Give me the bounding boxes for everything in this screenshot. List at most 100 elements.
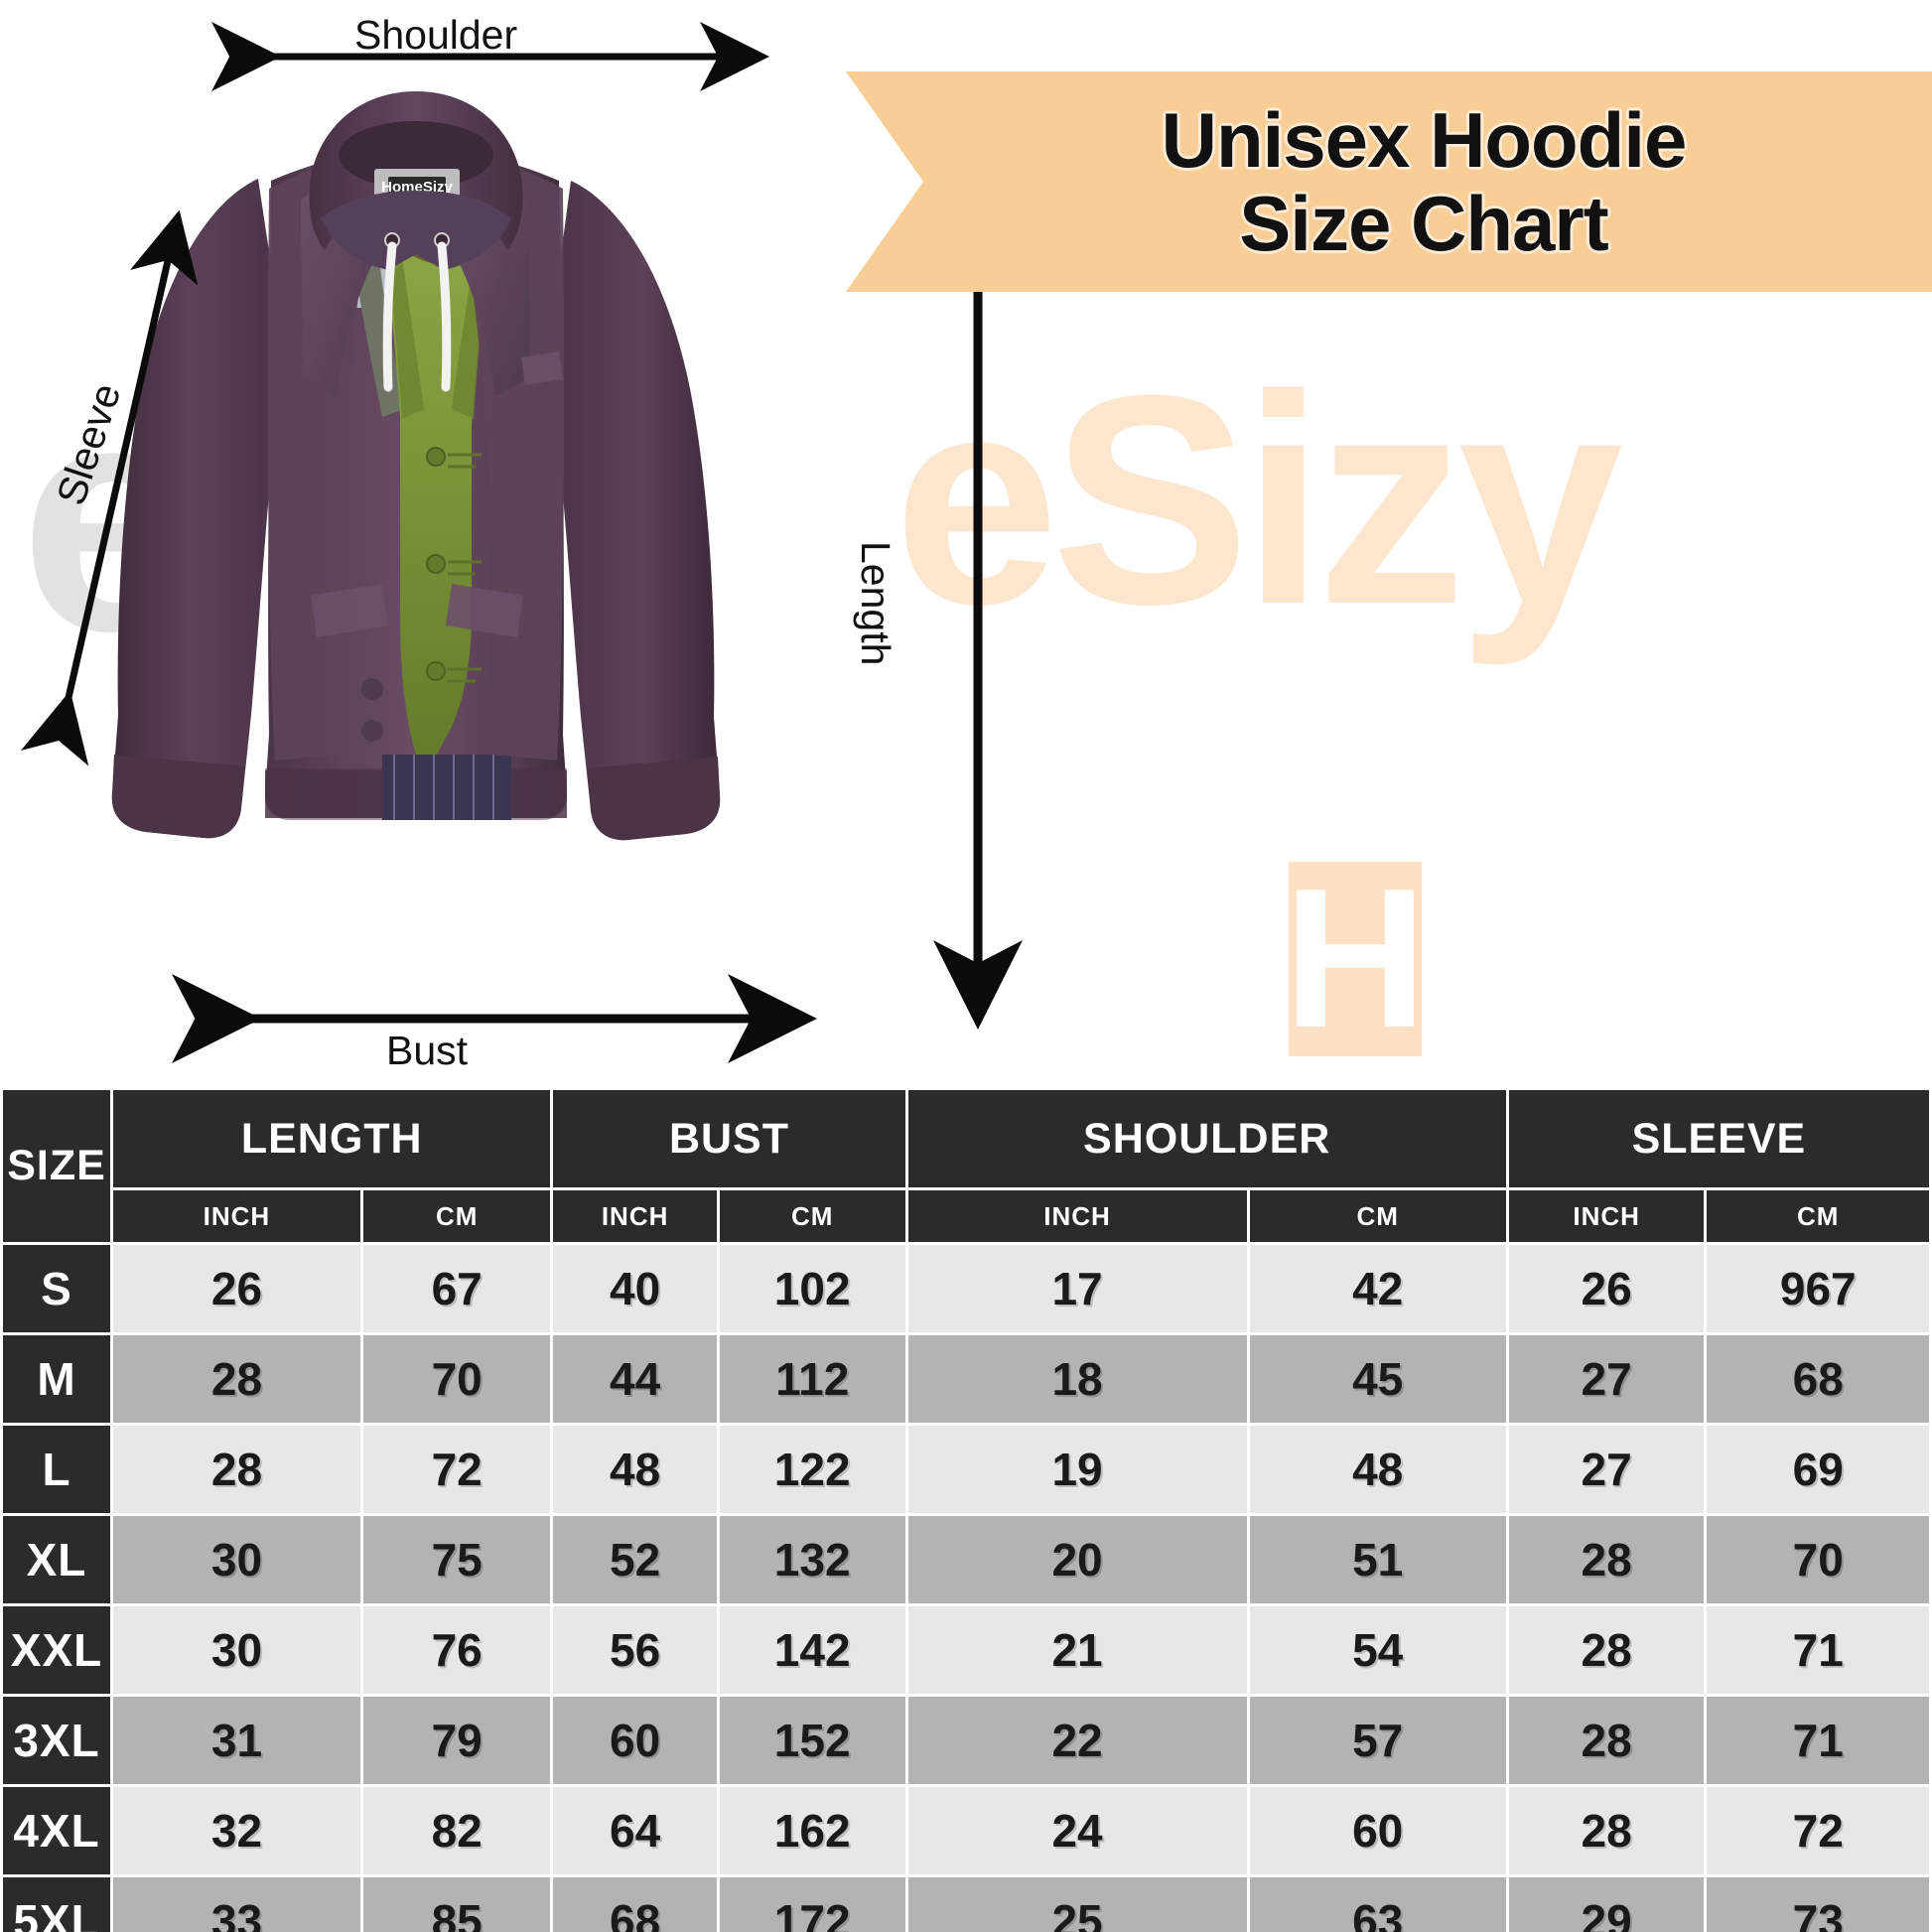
value-cell: 45 [1249,1335,1506,1423]
value-cell: 56 [553,1606,717,1694]
value-cell: 26 [113,1245,360,1332]
value-cell: 69 [1707,1426,1929,1513]
unit-header-shoulder-cm: CM [1249,1190,1506,1242]
banner-line-2: Size Chart [1239,180,1608,267]
table-row: 4XL 32 82 64 162 24 60 28 72 [3,1787,1929,1874]
value-cell: 30 [113,1606,360,1694]
watermark-brand-text: eSizy [894,333,1623,666]
value-cell: 57 [1249,1697,1506,1784]
table-row: 3XL 31 79 60 152 22 57 28 71 [3,1697,1929,1784]
illustration-area: e eSizy H [20,12,1932,1073]
value-cell: 28 [1508,1697,1705,1784]
value-cell: 70 [1707,1516,1929,1603]
value-cell: 64 [553,1787,717,1874]
value-cell: 71 [1707,1606,1929,1694]
value-cell: 42 [1249,1245,1506,1332]
value-cell: 68 [553,1877,717,1932]
value-cell: 44 [553,1335,717,1423]
value-cell: 79 [362,1697,551,1784]
table-unit-header-row: INCH CM INCH CM INCH CM INCH CM [3,1190,1929,1242]
value-cell: 71 [1707,1697,1929,1784]
value-cell: 20 [907,1516,1247,1603]
group-header-length: LENGTH [113,1090,551,1187]
unit-header-bust-cm: CM [719,1190,905,1242]
value-cell: 112 [719,1335,905,1423]
size-cell: L [3,1426,110,1513]
value-cell: 27 [1508,1335,1705,1423]
table-row: XXL 30 76 56 142 21 54 28 71 [3,1606,1929,1694]
value-cell: 18 [907,1335,1247,1423]
value-cell: 28 [1508,1516,1705,1603]
length-label: Length [853,541,898,666]
value-cell: 19 [907,1426,1247,1513]
bust-label: Bust [386,1028,469,1073]
size-cell: 5XL [3,1877,110,1932]
size-column-header: SIZE [3,1090,110,1242]
value-cell: 67 [362,1245,551,1332]
value-cell: 132 [719,1516,905,1603]
value-cell: 82 [362,1787,551,1874]
value-cell: 72 [1707,1787,1929,1874]
unit-header-length-inch: INCH [113,1190,360,1242]
value-cell: 72 [362,1426,551,1513]
value-cell: 63 [1249,1877,1506,1932]
value-cell: 32 [113,1787,360,1874]
value-cell: 48 [1249,1426,1506,1513]
unit-header-length-cm: CM [362,1190,551,1242]
table-row: M 28 70 44 112 18 45 27 68 [3,1335,1929,1423]
size-cell: 3XL [3,1697,110,1784]
size-cell: M [3,1335,110,1423]
value-cell: 28 [113,1426,360,1513]
table-row: XL 30 75 52 132 20 51 28 70 [3,1516,1929,1603]
value-cell: 85 [362,1877,551,1932]
size-cell: S [3,1245,110,1332]
value-cell: 22 [907,1697,1247,1784]
value-cell: 172 [719,1877,905,1932]
size-chart-table: SIZE LENGTH BUST SHOULDER SLEEVE INCH CM… [0,1087,1932,1932]
unit-header-sleeve-inch: INCH [1508,1190,1705,1242]
value-cell: 28 [1508,1606,1705,1694]
value-cell: 27 [1508,1426,1705,1513]
value-cell: 51 [1249,1516,1506,1603]
value-cell: 102 [719,1245,905,1332]
size-table-container: SIZE LENGTH BUST SHOULDER SLEEVE INCH CM… [0,1087,1932,1932]
value-cell: 25 [907,1877,1247,1932]
value-cell: 40 [553,1245,717,1332]
value-cell: 162 [719,1787,905,1874]
group-header-shoulder: SHOULDER [907,1090,1506,1187]
value-cell: 28 [1508,1787,1705,1874]
unit-header-sleeve-cm: CM [1707,1190,1929,1242]
unit-header-bust-inch: INCH [553,1190,717,1242]
value-cell: 26 [1508,1245,1705,1332]
table-row: 5XL 33 85 68 172 25 63 29 73 [3,1877,1929,1932]
value-cell: 60 [553,1697,717,1784]
value-cell: 33 [113,1877,360,1932]
table-row: S 26 67 40 102 17 42 26 967 [3,1245,1929,1332]
value-cell: 30 [113,1516,360,1603]
value-cell: 60 [1249,1787,1506,1874]
watermark-logo-mark: H [1284,860,1427,1058]
value-cell: 967 [1707,1245,1929,1332]
size-cell: XXL [3,1606,110,1694]
value-cell: 68 [1707,1335,1929,1423]
value-cell: 76 [362,1606,551,1694]
group-header-sleeve: SLEEVE [1508,1090,1929,1187]
value-cell: 75 [362,1516,551,1603]
value-cell: 152 [719,1697,905,1784]
value-cell: 28 [113,1335,360,1423]
banner-line-1: Unisex Hoodie [1161,95,1688,184]
value-cell: 29 [1508,1877,1705,1932]
value-cell: 52 [553,1516,717,1603]
value-cell: 142 [719,1606,905,1694]
value-cell: 54 [1249,1606,1506,1694]
table-row: L 28 72 48 122 19 48 27 69 [3,1426,1929,1513]
value-cell: 73 [1707,1877,1929,1932]
value-cell: 21 [907,1606,1247,1694]
value-cell: 122 [719,1426,905,1513]
value-cell: 31 [113,1697,360,1784]
size-cell: XL [3,1516,110,1603]
table-group-header-row: SIZE LENGTH BUST SHOULDER SLEEVE [3,1090,1929,1242]
table-body: S 26 67 40 102 17 42 26 967 M 28 70 44 112 18 45 27 68 L 28… [3,1245,1929,1932]
shoulder-label: Shoulder [354,12,518,58]
